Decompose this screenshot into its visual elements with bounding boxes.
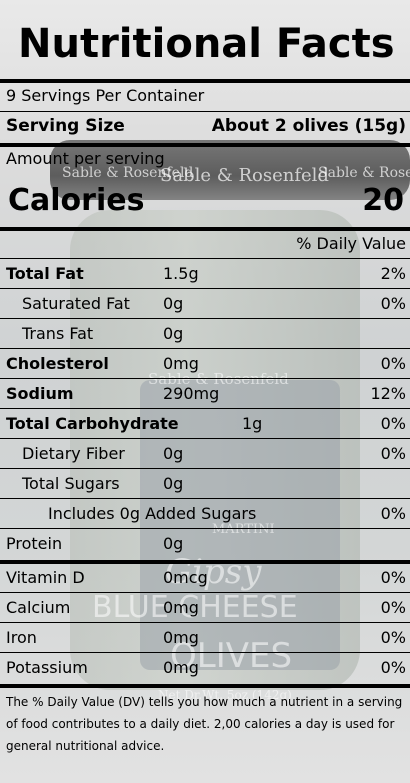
nutrient-name: Total Carbohydrate [6,414,179,433]
serving-size-label: Serving Size [6,116,125,136]
nutrient-amount: 0mg [163,628,199,647]
nutrient-row: Potassium 0mg 0% [0,653,410,683]
nutrient-name: Sodium [6,384,74,403]
nutrient-amount: 0mg [163,598,199,617]
nutrient-amount: 290mg [163,384,220,403]
jar-text: Sable & Rosenfeld [62,165,194,181]
rule [0,498,410,499]
nutrient-name: Total Sugars [22,474,120,493]
rule [0,684,410,688]
nutrient-dv: 0% [380,598,406,617]
nutrient-name: Cholesterol [6,354,109,373]
jar-text: BLUE CHEESE [92,590,298,625]
nutrient-amount: 0g [163,324,184,343]
jar-text: Sable & Rosenfeld [148,370,289,388]
title: Nutritional Facts [18,21,395,67]
nutrient-name: Includes 0g Added Sugars [48,504,257,523]
nutrient-name: Total Fat [6,264,84,283]
jar-text: Net Dr.Wt. 5oz (142g) [158,688,292,702]
rule [0,378,410,379]
rule [0,143,410,147]
nutrient-dv: 0% [380,294,406,313]
nutrient-dv: 0% [380,444,406,463]
rule [0,318,410,319]
serving-size-value: About 2 olives (15g) [211,116,406,136]
nutrient-amount: 0mcg [163,568,208,587]
rule [0,438,410,439]
nutrient-row: Saturated Fat 0g 0% [0,289,410,319]
nutrient-row: Includes 0g Added Sugars 0% [0,499,410,529]
jar-text: OLIVES [170,636,293,676]
rule [0,111,410,112]
nutrient-dv: 0% [380,354,406,373]
nutrient-name: Potassium [6,658,88,677]
nutrient-name: Protein [6,534,63,553]
nutrient-name: Trans Fat [22,324,94,343]
rule [0,562,410,563]
daily-value-header: % Daily Value [296,234,406,253]
calories-value: 20 [362,183,404,218]
nutrient-name: Vitamin D [6,568,85,587]
nutrient-row: Sodium 290mg 12% [0,379,410,409]
jar-label [140,380,340,670]
rule [0,652,410,653]
rule [0,227,410,231]
nutrient-row: Iron 0mg 0% [0,623,410,653]
jar-lid [50,140,410,200]
nutrient-name: Saturated Fat [22,294,130,313]
nutrient-row: Vitamin D 0mcg 0% [0,563,410,593]
footnote: The % Daily Value (DV) tells you how muc… [6,695,403,753]
nutrient-amount: 0mg [163,354,199,373]
rule [0,468,410,469]
nutrient-amount: 1g [242,414,263,433]
nutrient-dv: 2% [380,264,406,283]
nutrient-amount: 0g [163,534,184,553]
nutrient-dv: 0% [380,568,406,587]
nutrient-dv: 12% [370,384,406,403]
rule [0,592,410,593]
rule [0,528,410,529]
amount-per-serving: Amount per serving [6,149,165,168]
servings: 9 Servings Per Container [6,86,205,105]
nutrient-name: Calcium [6,598,71,617]
nutrient-row: Total Sugars 0g [0,469,410,499]
nutrient-amount: 0g [163,444,184,463]
nutrient-dv: 0% [380,658,406,677]
jar-text: Sable & Rosenfeld [318,165,410,181]
nutrient-amount: 1.5g [163,264,199,283]
nutrient-row: Trans Fat 0g [0,319,410,349]
calories-label: Calories [8,183,145,218]
nutrient-row: Dietary Fiber 0g 0% [0,439,410,469]
rule [0,408,410,409]
jar-text: MARTINI [212,522,275,537]
jar-text: Sable & Rosenfeld [160,165,329,186]
nutrient-dv: 0% [380,628,406,647]
rule [0,258,410,259]
nutrient-amount: 0g [163,474,184,493]
nutrient-dv: 0% [380,504,406,523]
nutrient-name: Iron [6,628,37,647]
nutrient-row: Cholesterol 0mg 0% [0,349,410,379]
jar-text: Gipsy [165,552,262,592]
rule [0,348,410,349]
nutrient-name: Dietary Fiber [22,444,125,463]
rule [0,79,410,83]
nutrient-amount: 0g [163,294,184,313]
nutrient-row: Total Fat 1.5g 2% [0,259,410,289]
nutrient-amount: 0mg [163,658,199,677]
nutrient-row: Total Carbohydrate 1g 0% [0,409,410,439]
nutrient-row: Calcium 0mg 0% [0,593,410,623]
rule [0,622,410,623]
nutrient-row: Protein 0g [0,529,410,559]
nutrient-dv: 0% [380,414,406,433]
rule [0,288,410,289]
